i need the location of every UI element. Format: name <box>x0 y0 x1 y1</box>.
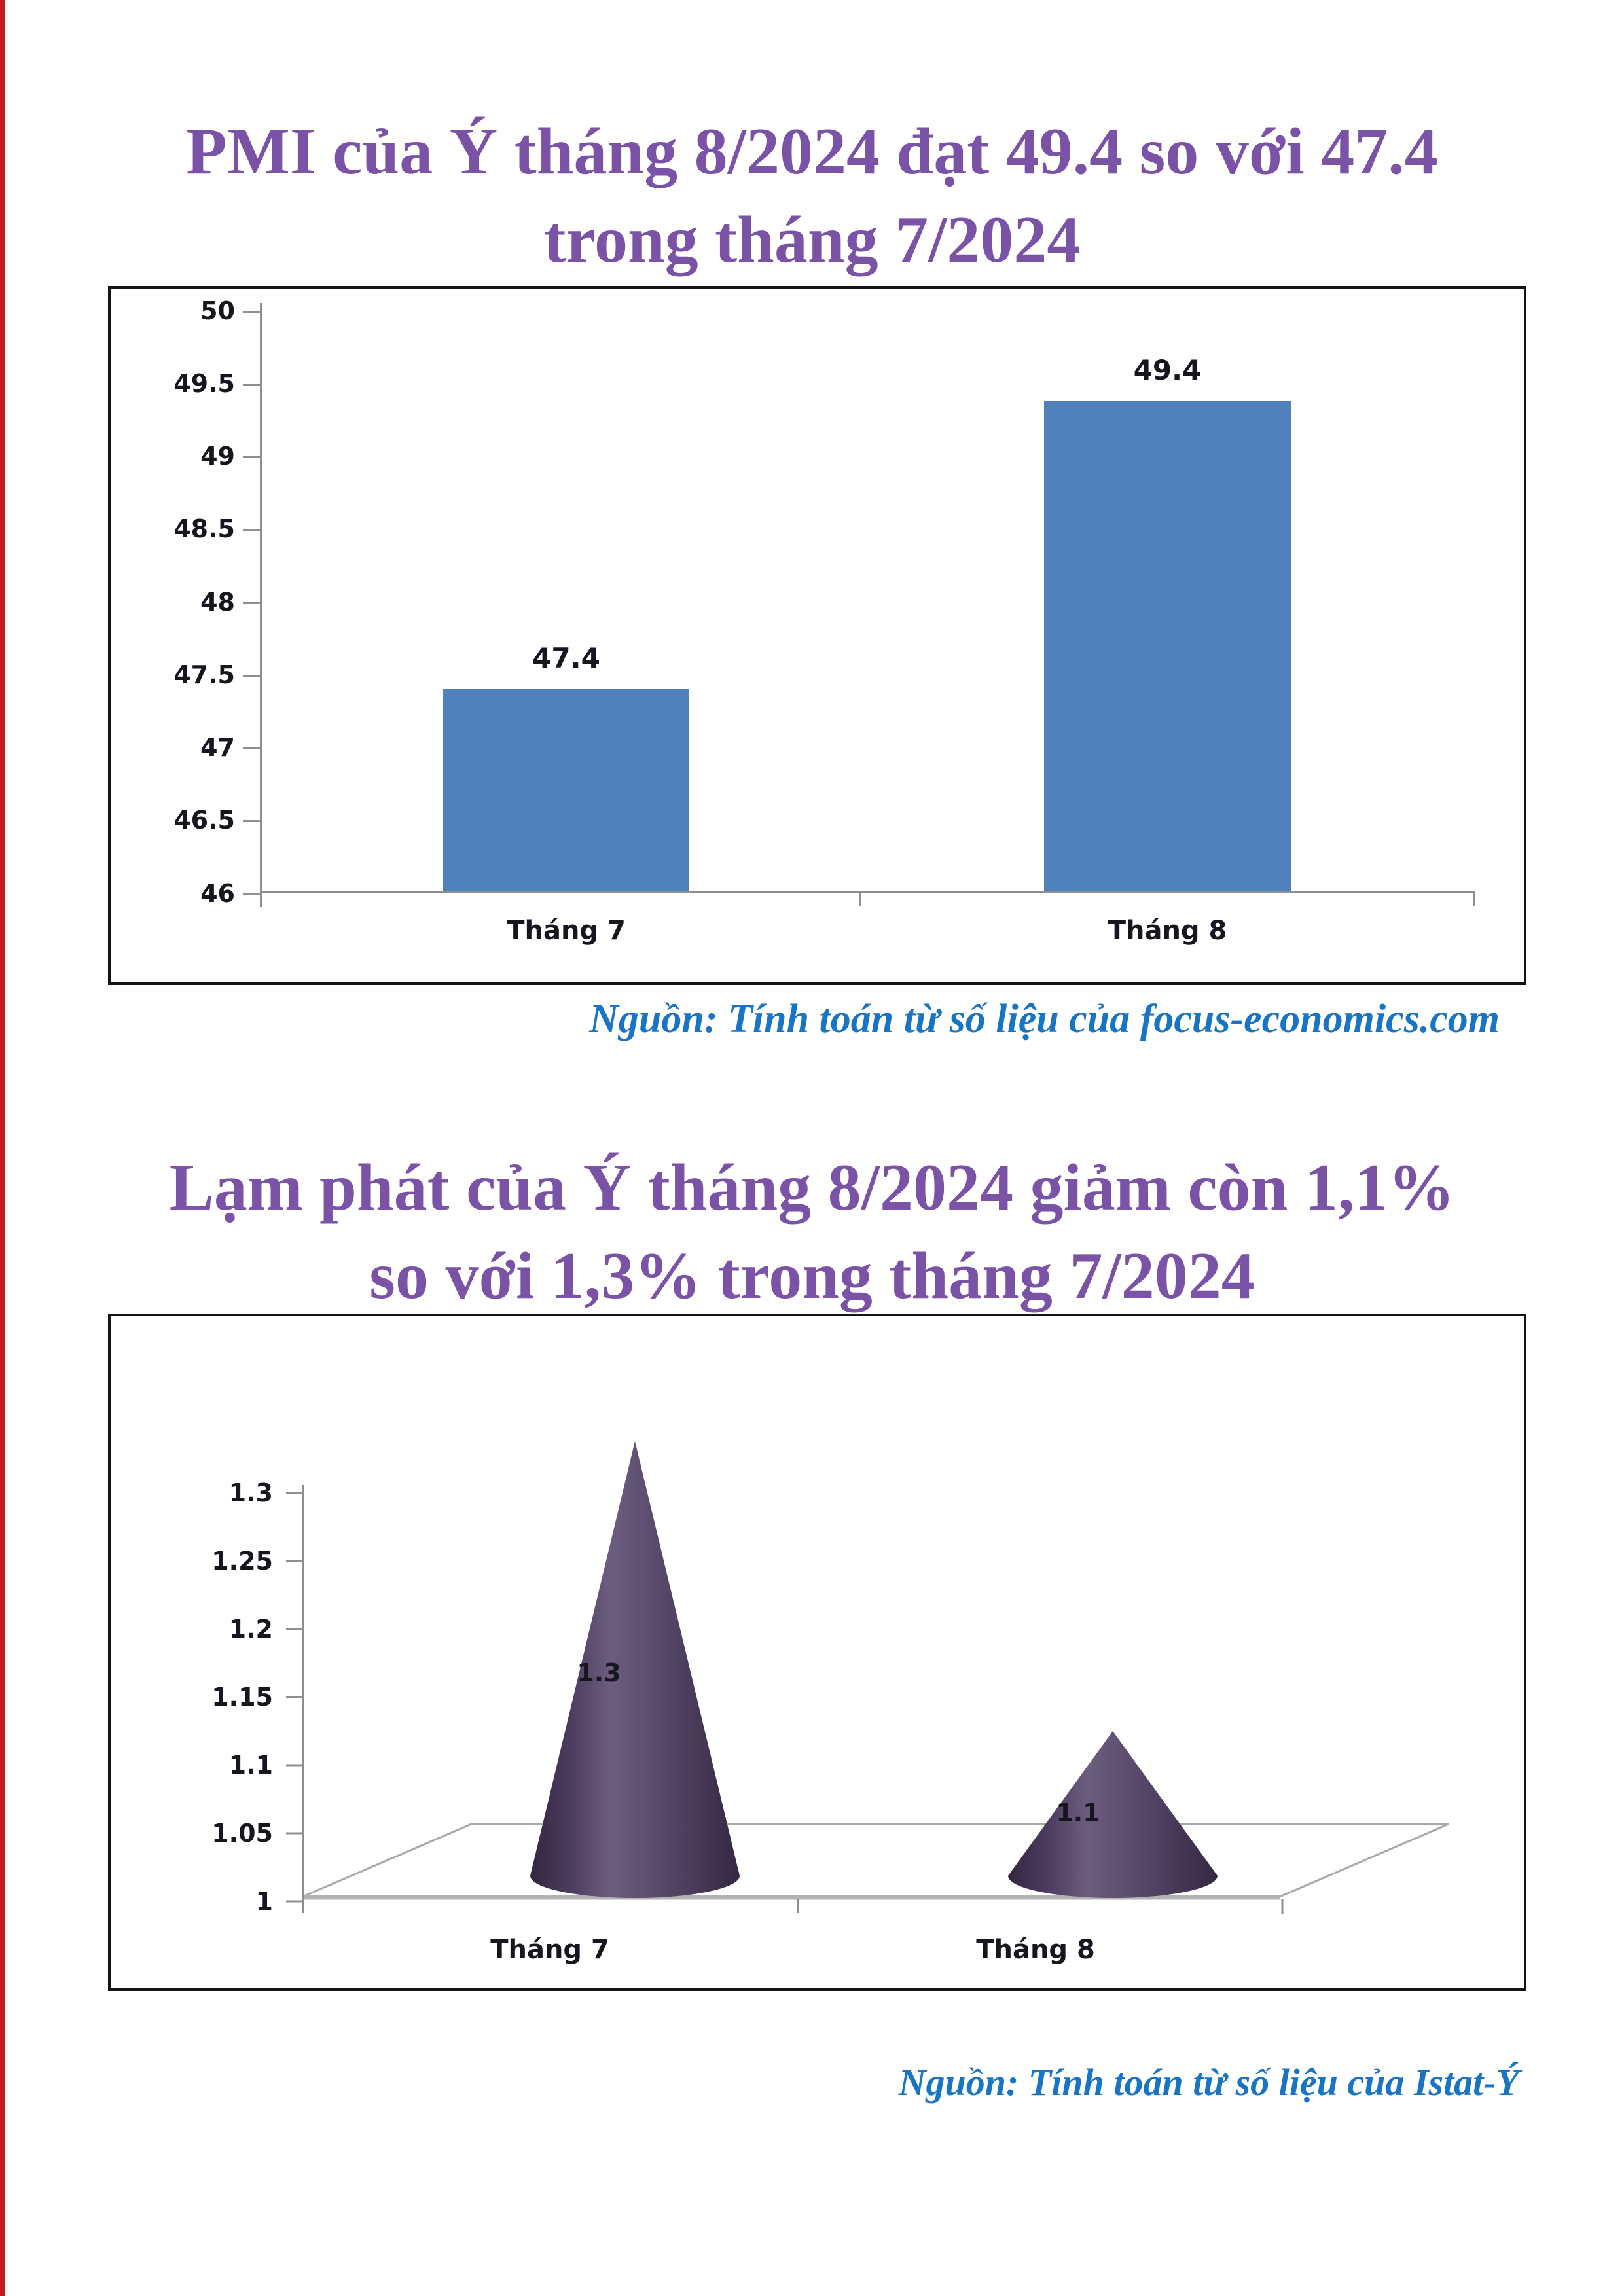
chart1-source: Nguồn: Tính toán từ số liệu của focus-ec… <box>589 997 1500 1041</box>
chart1-ytick-mark <box>243 456 260 458</box>
chart1-ytick-label: 48.5 <box>173 514 235 543</box>
chart1-ytick-mark <box>243 893 260 895</box>
chart1-ytick-mark <box>243 747 260 749</box>
chart2-title-line1: Lạm phát của Ý tháng 8/2024 giảm còn 1,1… <box>169 1151 1455 1225</box>
cone-thang8 <box>1008 1731 1218 1898</box>
chart1-ytick-mark <box>243 820 260 822</box>
chart1-ytick-label: 50 <box>200 296 235 325</box>
chart1-xtick-mark <box>1473 891 1475 906</box>
chart2-ytick-label: 1.2 <box>228 1615 273 1643</box>
chart1-xtick-mark <box>859 891 861 906</box>
chart1-ytick-mark <box>243 311 260 313</box>
chart1-category-thang7: Tháng 7 <box>507 916 626 946</box>
inflation-cone-chart: 1.3 1.25 1.2 1.15 1.1 1.05 1 1.3 1.1 Thá… <box>108 1314 1526 1991</box>
chart1-ytick-mark <box>243 529 260 531</box>
chart2-title: Lạm phát của Ý tháng 8/2024 giảm còn 1,1… <box>72 1144 1552 1320</box>
chart1-title-line2: trong tháng 7/2024 <box>543 202 1081 277</box>
chart1-x-axis-line <box>260 891 1475 893</box>
bar-thang8-value-label: 49.4 <box>1133 354 1202 386</box>
chart1-ytick-mark <box>243 384 260 386</box>
chart2-ytick-label: 1.15 <box>211 1683 273 1712</box>
chart1-category-thang8: Tháng 8 <box>1108 916 1227 946</box>
chart1-ytick-mark <box>243 675 260 677</box>
bar-thang7-value-label: 47.4 <box>532 642 600 674</box>
chart2-title-line2: so với 1,3% trong tháng 7/2024 <box>369 1238 1255 1313</box>
chart2-xtick-marks <box>302 1897 1284 1914</box>
left-margin-accent-bar <box>0 0 5 2296</box>
chart1-ytick-label: 48 <box>200 588 235 617</box>
chart2-ytick-marks <box>286 1492 303 1903</box>
chart2-source: Nguồn: Tính toán từ số liệu của Istat-Ý <box>898 2061 1519 2104</box>
chart2-category-thang8: Tháng 8 <box>976 1935 1095 1965</box>
chart1-title-line1: PMI của Ý tháng 8/2024 đạt 49.4 so với 4… <box>186 115 1438 188</box>
floor-plane <box>302 1823 1449 1898</box>
chart1-ytick-label: 49.5 <box>173 369 235 398</box>
chart2-ytick-label: 1.25 <box>211 1547 273 1575</box>
cone-thang7-value-label: 1.3 <box>577 1659 621 1687</box>
chart1-y-axis-line <box>260 303 262 907</box>
chart2-plot-canvas <box>286 1441 1449 1914</box>
chart1-ytick-label: 46 <box>200 879 235 908</box>
pmi-bar-chart: 50 49.5 49 48.5 48 47.5 47 46.5 46 47.4 … <box>108 286 1526 985</box>
chart1-ytick-mark <box>243 602 260 604</box>
chart2-ytick-label: 1.05 <box>211 1819 273 1848</box>
bar-thang7 <box>443 689 689 891</box>
chart2-ytick-label: 1.1 <box>228 1751 273 1780</box>
chart2-ytick-label: 1 <box>255 1887 273 1916</box>
cone-thang8-value-label: 1.1 <box>1056 1799 1100 1827</box>
chart1-ytick-label: 47 <box>200 733 235 762</box>
chart2-ytick-label: 1.3 <box>228 1479 273 1507</box>
chart1-ytick-label: 49 <box>200 442 235 471</box>
chart1-ytick-label: 46.5 <box>173 806 235 834</box>
chart1-title: PMI của Ý tháng 8/2024 đạt 49.4 so với 4… <box>72 108 1552 284</box>
chart2-category-thang7: Tháng 7 <box>490 1935 609 1965</box>
cone-thang7 <box>530 1441 740 1898</box>
chart1-ytick-label: 47.5 <box>173 660 235 689</box>
bar-thang8 <box>1044 401 1291 891</box>
